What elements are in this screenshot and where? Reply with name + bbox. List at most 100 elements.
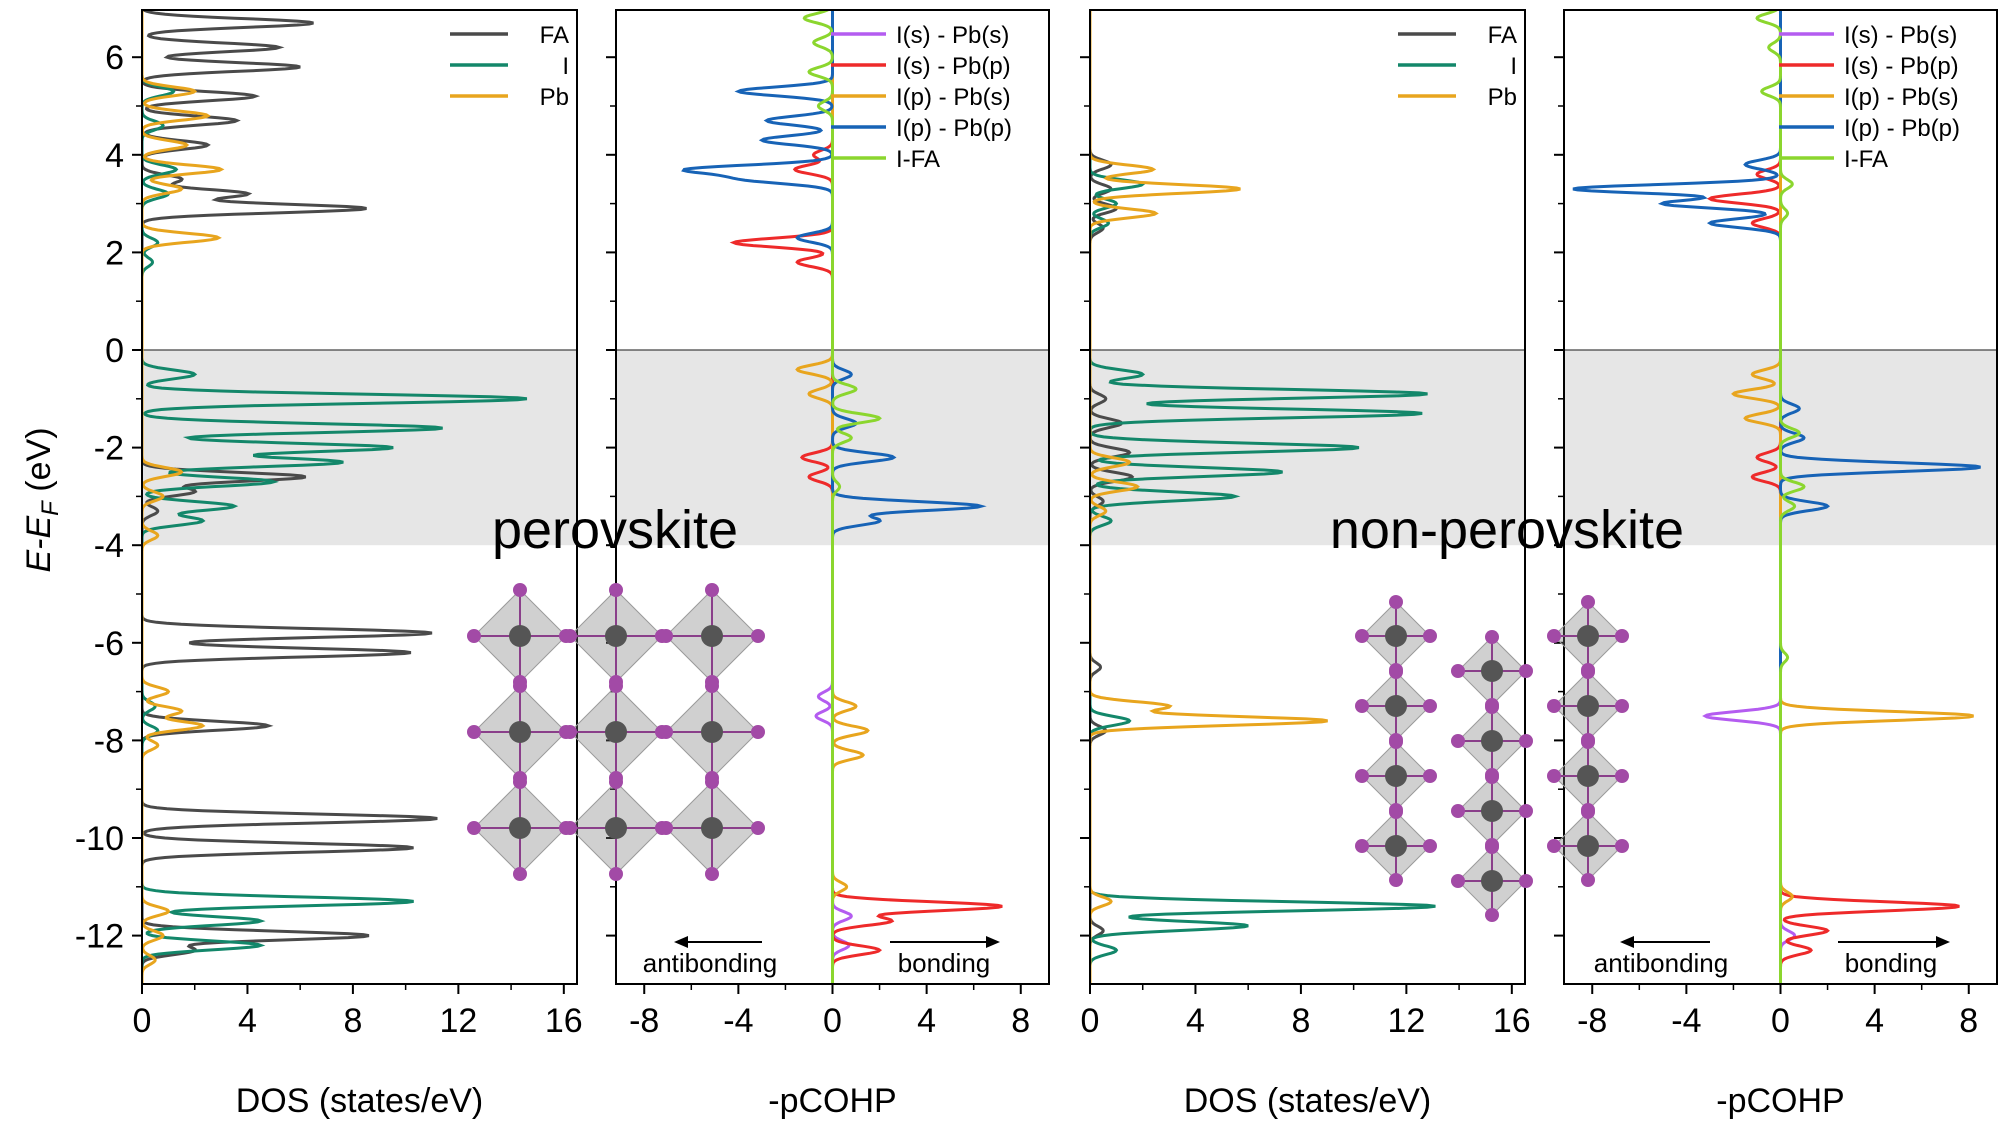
iodine-atom: [1389, 805, 1403, 819]
lead-atom: [701, 721, 723, 743]
x-tick-label: 0: [1081, 1002, 1100, 1040]
antibonding-label-2: antibonding: [1594, 948, 1728, 978]
lead-atom: [1481, 870, 1503, 892]
iodine-atom: [659, 629, 673, 643]
x-tick-label: 8: [1959, 1002, 1978, 1040]
x-tick-label: -4: [723, 1002, 753, 1040]
iodine-atom: [1547, 769, 1561, 783]
iodine-atom: [751, 821, 765, 835]
iodine-atom: [1355, 629, 1369, 643]
iodine-atom: [1389, 873, 1403, 887]
iodine-atom: [751, 629, 765, 643]
iodine-atom: [1519, 874, 1533, 888]
valence-band-shade: [142, 350, 577, 546]
x-tick-label: -8: [629, 1002, 659, 1040]
iodine-atom: [1519, 664, 1533, 678]
legend-label: I-FA: [1844, 146, 1888, 173]
iodine-atom: [1615, 699, 1629, 713]
non-perovskite-dos-panel: 0 4 8 12 16 DOS (states/eV) FA I Pb: [1080, 9, 1531, 1120]
iodine-atom: [467, 725, 481, 739]
iodine-atom: [1451, 734, 1465, 748]
legend-label: I(p) - Pb(p): [896, 115, 1012, 142]
lead-atom: [1385, 835, 1407, 857]
series-pb: [142, 10, 225, 984]
x-tick-label: 16: [545, 1002, 583, 1040]
iodine-atom: [1485, 840, 1499, 854]
y-tick-label: 4: [105, 137, 124, 175]
lead-atom: [1385, 765, 1407, 787]
iodine-atom: [563, 821, 577, 835]
iodine-atom: [1615, 839, 1629, 853]
y-tick-label: -6: [94, 625, 124, 663]
lead-atom: [605, 625, 627, 647]
perovskite-label: perovskite: [492, 500, 738, 560]
x-axis-label: -pCOHP: [768, 1082, 896, 1120]
legend-label: I: [562, 53, 569, 80]
iodine-atom: [751, 725, 765, 739]
iodine-atom: [659, 725, 673, 739]
iodine-atom: [1581, 595, 1595, 609]
iodine-atom: [513, 679, 527, 693]
legend-label: I: [1510, 53, 1517, 80]
arrows-non-perovskite: antibonding bonding: [1594, 936, 1950, 978]
iodine-atom: [1423, 769, 1437, 783]
iodine-atom: [1355, 839, 1369, 853]
series-fa: [142, 10, 438, 984]
lead-atom: [1577, 765, 1599, 787]
iodine-atom: [513, 867, 527, 881]
iodine-atom: [1547, 839, 1561, 853]
iodine-atom: [1485, 908, 1499, 922]
iodine-atom: [1547, 699, 1561, 713]
lead-atom: [509, 625, 531, 647]
x-tick-label: 12: [1387, 1002, 1425, 1040]
iodine-atom: [1547, 629, 1561, 643]
y-tick-label: -12: [75, 918, 124, 956]
x-tick-label: 0: [133, 1002, 152, 1040]
lead-atom: [1577, 695, 1599, 717]
legend-label: I(p) - Pb(s): [896, 84, 1011, 111]
series-pb: [1090, 10, 1328, 984]
iodine-atom: [563, 725, 577, 739]
lead-atom: [701, 817, 723, 839]
iodine-atom: [609, 867, 623, 881]
lead-atom: [701, 625, 723, 647]
lead-atom: [1577, 835, 1599, 857]
x-axis-label: DOS (states/eV): [1184, 1082, 1432, 1120]
lead-atom: [509, 721, 531, 743]
lead-atom: [605, 721, 627, 743]
iodine-atom: [1581, 665, 1595, 679]
iodine-atom: [1423, 839, 1437, 853]
x-axis-label: -pCOHP: [1716, 1082, 1844, 1120]
legend-label: I(s) - Pb(s): [896, 22, 1009, 49]
iodine-atom: [659, 821, 673, 835]
iodine-atom: [1423, 699, 1437, 713]
iodine-atom: [1615, 769, 1629, 783]
x-tick-label: 0: [1771, 1002, 1790, 1040]
x-tick-label: 4: [1186, 1002, 1205, 1040]
legend-label: Pb: [1488, 84, 1517, 111]
lead-atom: [1481, 800, 1503, 822]
iodine-atom: [1451, 804, 1465, 818]
iodine-atom: [609, 775, 623, 789]
arrows-perovskite: antibonding bonding: [643, 936, 1000, 978]
y-tick-label: 0: [105, 332, 124, 370]
iodine-atom: [467, 629, 481, 643]
perovskite-cohp-panel: -8 -4 0 4 8 -pCOHP I(s) - Pb(s) I(s) - Pb(p) I(p…: [606, 9, 1050, 1120]
legend-label: Pb: [540, 84, 569, 111]
iodine-atom: [1485, 630, 1499, 644]
iodine-atom: [1581, 735, 1595, 749]
iodine-atom: [1519, 734, 1533, 748]
legend-label: I-FA: [896, 146, 940, 173]
x-tick-label: -8: [1577, 1002, 1607, 1040]
x-tick-label: 4: [917, 1002, 936, 1040]
x-tick-label: 4: [1865, 1002, 1884, 1040]
y-tick-label: 6: [105, 39, 124, 77]
series-i-fa: [802, 10, 882, 984]
x-tick-label: 8: [1291, 1002, 1310, 1040]
bonding-label-2: bonding: [1845, 948, 1938, 978]
iodine-atom: [1355, 699, 1369, 713]
iodine-atom: [1423, 629, 1437, 643]
x-tick-label: 8: [343, 1002, 362, 1040]
y-tick-label: -8: [94, 722, 124, 760]
iodine-atom: [609, 583, 623, 597]
